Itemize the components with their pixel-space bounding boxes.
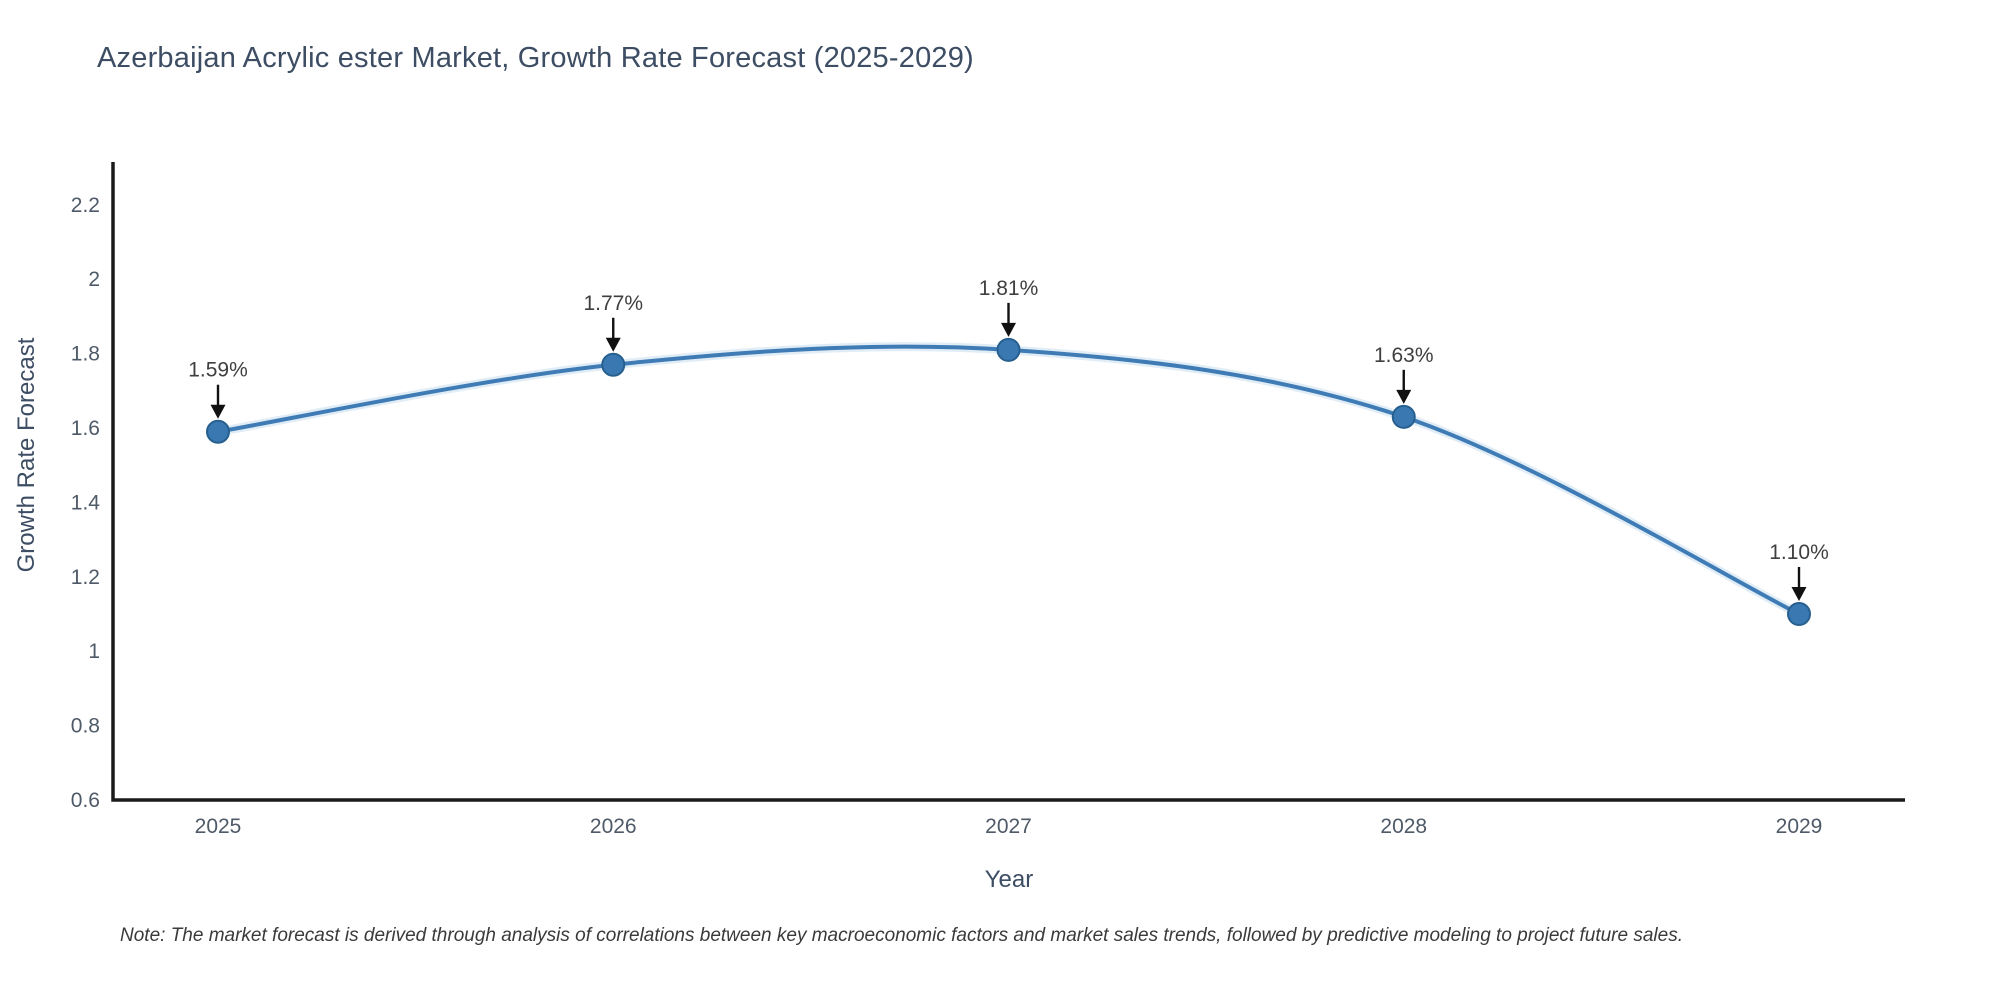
annotation-arrow-head (1791, 587, 1807, 601)
annotation-arrow-head (1396, 389, 1412, 404)
x-axis-tick-label: 2026 (590, 815, 637, 838)
axis-spines (111, 162, 1905, 802)
annotation-arrow-head (1001, 322, 1016, 337)
y-axis-tick-label: 1.8 (71, 343, 100, 366)
footnote: Note: The market forecast is derived thr… (120, 925, 1683, 946)
data-point-label: 1.77% (583, 292, 643, 315)
data-point-marker (1391, 404, 1416, 429)
y-axis-tick-label: 0.6 (71, 789, 100, 812)
data-point-marker (996, 337, 1021, 362)
y-axis-tick-label: 2 (88, 268, 100, 291)
x-axis-tick-label: 2025 (195, 815, 242, 838)
data-point-label: 1.63% (1374, 344, 1434, 367)
chart-title: Azerbaijan Acrylic ester Market, Growth … (97, 42, 974, 74)
data-point-label: 1.10% (1769, 541, 1829, 564)
data-point-marker (206, 419, 230, 444)
x-axis-tick-label: 2028 (1380, 815, 1427, 838)
y-axis-tick-label: 2.2 (71, 194, 100, 217)
y-axis-tick-label: 1 (88, 640, 100, 663)
data-point-label: 1.81% (979, 277, 1039, 300)
data-point-marker (1787, 602, 1811, 626)
data-point-label: 1.59% (188, 359, 248, 382)
series-line (216, 344, 1801, 616)
annotation-arrow-head (210, 404, 226, 419)
y-axis-tick-label: 1.4 (71, 491, 101, 514)
x-axis-tick-label: 2029 (1776, 815, 1823, 838)
annotation-arrow-head (605, 337, 621, 352)
data-point-marker (601, 352, 626, 377)
x-axis-tick-label: 2027 (985, 815, 1032, 838)
y-axis-tick-label: 1.2 (71, 566, 100, 589)
y-axis-tick-label: 0.8 (71, 715, 100, 738)
x-axis-title: Year (984, 866, 1034, 893)
y-axis-tick-label: 1.6 (71, 417, 100, 440)
